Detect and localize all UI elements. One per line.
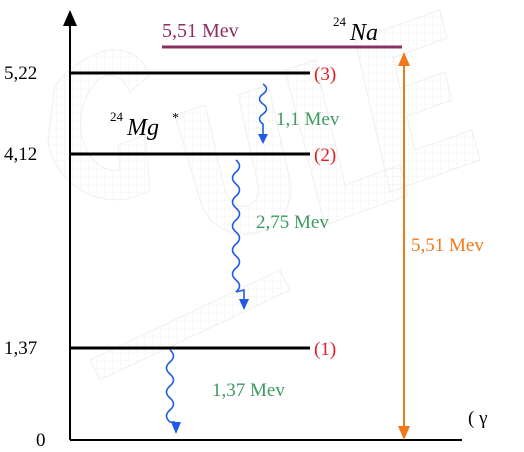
total-arrow-head-top	[398, 52, 410, 66]
magnesium-excited-mark: *	[172, 111, 179, 126]
level-2-energy-label: 4,12	[4, 144, 37, 165]
gamma-arrowhead	[239, 299, 249, 310]
gamma-arrowhead	[171, 422, 181, 434]
level-2-number: (2)	[314, 145, 336, 166]
gamma-transition-2-1: 2,75 Mev	[231, 159, 329, 310]
gamma-label: ( γ	[468, 408, 487, 429]
energy-level-2: 4,12 (2)	[4, 144, 336, 166]
energy-level-1: 1,37 (1)	[4, 338, 336, 360]
total-decay-arrow: 5,51 Mev	[398, 52, 484, 440]
gamma-wavy-arrow	[165, 349, 175, 423]
gamma-transition-1-0: 1,37 Mev	[165, 349, 285, 434]
zero-energy-label: 0	[36, 430, 46, 447]
level-1-energy-label: 1,37	[4, 338, 37, 359]
sodium-mass-number: 24	[333, 14, 347, 29]
magnesium-symbol: Mg	[126, 115, 159, 141]
gamma-arrowhead	[258, 134, 268, 144]
watermark	[47, 9, 481, 381]
sodium-level: 5,51 Mev 24 Na	[162, 14, 402, 49]
sodium-energy-label: 5,51 Mev	[162, 20, 239, 42]
axis-arrowhead	[63, 10, 77, 26]
level-3-energy-label: 5,22	[4, 63, 37, 84]
gamma-energy-label: 1,1 Mev	[276, 109, 340, 130]
magnesium-label: 24 Mg *	[110, 109, 179, 141]
energy-level-3: 5,22 (3)	[4, 63, 336, 85]
total-arrow-head-bottom	[398, 426, 410, 440]
magnesium-mass-number: 24	[110, 109, 124, 124]
energy-axis: 0 ( γ	[36, 10, 487, 451]
gamma-wavy-arrow	[231, 159, 245, 300]
gamma-wavy-arrow	[258, 83, 268, 134]
sodium-symbol: Na	[349, 20, 378, 46]
level-1-number: (1)	[314, 339, 336, 360]
gamma-transition-3-2: 1,1 Mev	[258, 83, 340, 144]
level-3-number: (3)	[314, 64, 336, 85]
gamma-energy-label: 1,37 Mev	[212, 380, 285, 401]
gamma-energy-label: 2,75 Mev	[256, 212, 329, 233]
total-energy-label: 5,51 Mev	[411, 235, 484, 256]
